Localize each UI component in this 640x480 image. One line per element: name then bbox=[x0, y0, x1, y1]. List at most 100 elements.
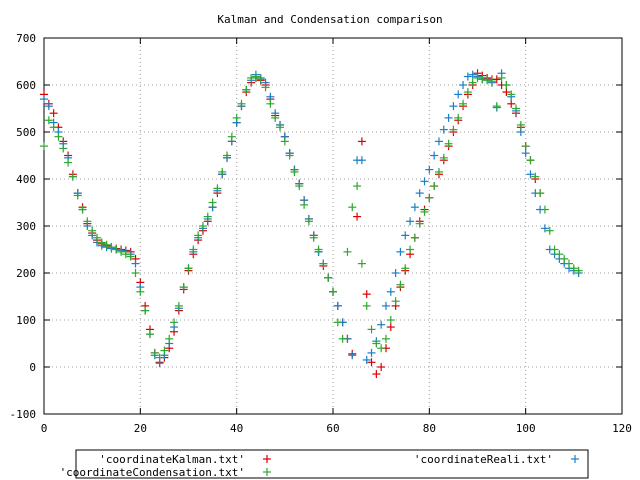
x-tick-label: 40 bbox=[230, 422, 243, 435]
reali-point bbox=[449, 102, 458, 111]
y-tick-label: 600 bbox=[16, 79, 36, 92]
reali-point bbox=[362, 355, 371, 364]
reali-point bbox=[415, 189, 424, 198]
condensation-point bbox=[184, 264, 193, 273]
reali-point bbox=[131, 259, 140, 268]
condensation-point bbox=[44, 116, 53, 125]
condensation-point bbox=[218, 167, 227, 176]
condensation-point bbox=[290, 167, 299, 176]
y-tick-label: 400 bbox=[16, 173, 36, 186]
condensation-point bbox=[468, 78, 477, 87]
legend-marker-reali bbox=[571, 455, 579, 463]
kalman-point bbox=[353, 212, 362, 221]
condensation-point bbox=[560, 254, 569, 263]
condensation-point bbox=[381, 334, 390, 343]
legend-item-condensation: 'coordinateCondensation.txt' bbox=[60, 466, 271, 479]
reali-point bbox=[406, 217, 415, 226]
y-tick-label: 700 bbox=[16, 32, 36, 45]
condensation-point bbox=[78, 205, 87, 214]
condensation-point bbox=[242, 85, 251, 94]
y-tick-label: 500 bbox=[16, 126, 36, 139]
kalman-point bbox=[367, 358, 376, 367]
condensation-point bbox=[131, 269, 140, 277]
condensation-point bbox=[280, 137, 289, 146]
legend-label-kalman: 'coordinateKalman.txt' bbox=[99, 453, 245, 466]
condensation-point bbox=[478, 75, 487, 84]
condensation-point bbox=[353, 182, 362, 191]
condensation-point bbox=[574, 266, 583, 275]
condensation-point bbox=[487, 77, 496, 86]
condensation-point bbox=[150, 348, 159, 357]
condensation-point bbox=[179, 283, 188, 292]
legend-box bbox=[75, 449, 589, 479]
reali-point bbox=[521, 149, 530, 158]
condensation-point bbox=[126, 252, 135, 261]
condensation-point bbox=[59, 144, 68, 153]
condensation-point bbox=[261, 83, 270, 92]
condensation-point bbox=[526, 156, 535, 165]
condensation-point bbox=[107, 243, 116, 252]
x-tick-label: 80 bbox=[423, 422, 436, 435]
condensation-point bbox=[136, 287, 145, 296]
condensation-point bbox=[338, 334, 347, 343]
x-tick-label: 120 bbox=[612, 422, 632, 435]
kalman-point bbox=[492, 75, 501, 84]
reali-point bbox=[333, 301, 342, 310]
condensation-point bbox=[271, 113, 280, 122]
legend-marker-condensation bbox=[263, 468, 271, 476]
series-reali bbox=[40, 69, 583, 368]
condensation-point bbox=[434, 167, 443, 176]
condensation-point bbox=[227, 132, 236, 141]
condensation-point bbox=[251, 72, 260, 81]
condensation-point bbox=[145, 330, 154, 339]
condensation-point bbox=[329, 287, 337, 296]
condensation-point bbox=[430, 182, 439, 191]
y-tick-label: 300 bbox=[16, 220, 36, 233]
reali-point bbox=[439, 125, 448, 134]
reali-point bbox=[367, 348, 376, 357]
reali-point bbox=[444, 113, 453, 122]
condensation-point bbox=[121, 250, 130, 259]
reali-point bbox=[540, 224, 549, 233]
condensation-point bbox=[565, 259, 574, 268]
reali-point bbox=[44, 102, 53, 111]
condensation-point bbox=[64, 158, 73, 167]
condensation-point bbox=[492, 102, 501, 111]
reali-point bbox=[526, 170, 535, 179]
condensation-point bbox=[536, 189, 545, 198]
condensation-point bbox=[569, 264, 578, 273]
condensation-point bbox=[459, 99, 468, 108]
reali-point bbox=[348, 351, 357, 360]
kalman-point bbox=[49, 109, 58, 118]
reali-point bbox=[401, 231, 410, 240]
reali-point bbox=[468, 70, 477, 79]
condensation-point bbox=[102, 240, 111, 249]
condensation-point bbox=[502, 81, 511, 89]
condensation-point bbox=[343, 247, 352, 256]
reali-point bbox=[463, 72, 472, 81]
condensation-point bbox=[49, 123, 58, 132]
condensation-point bbox=[208, 198, 217, 207]
condensation-point bbox=[396, 280, 405, 289]
condensation-point bbox=[512, 104, 521, 113]
condensation-point bbox=[415, 219, 424, 228]
condensation-point bbox=[425, 193, 434, 202]
condensation-point bbox=[117, 247, 126, 256]
condensation-point bbox=[463, 88, 472, 97]
condensation-point bbox=[256, 75, 265, 84]
reali-point bbox=[420, 177, 429, 186]
kalman-point bbox=[507, 99, 516, 108]
condensation-point bbox=[237, 99, 246, 108]
reali-point bbox=[386, 287, 395, 296]
condensation-point bbox=[367, 325, 376, 334]
y-tick-label: 0 bbox=[29, 361, 36, 374]
condensation-point bbox=[266, 99, 275, 108]
condensation-point bbox=[516, 120, 525, 129]
condensation-point bbox=[213, 184, 222, 193]
legend: 'coordinateKalman.txt' 'coordinateReali.… bbox=[60, 449, 589, 479]
legend-item-kalman: 'coordinateKalman.txt' bbox=[99, 453, 271, 466]
condensation-point bbox=[160, 346, 169, 355]
condensation-point bbox=[521, 142, 530, 151]
legend-label-condensation: 'coordinateCondensation.txt' bbox=[60, 466, 245, 479]
